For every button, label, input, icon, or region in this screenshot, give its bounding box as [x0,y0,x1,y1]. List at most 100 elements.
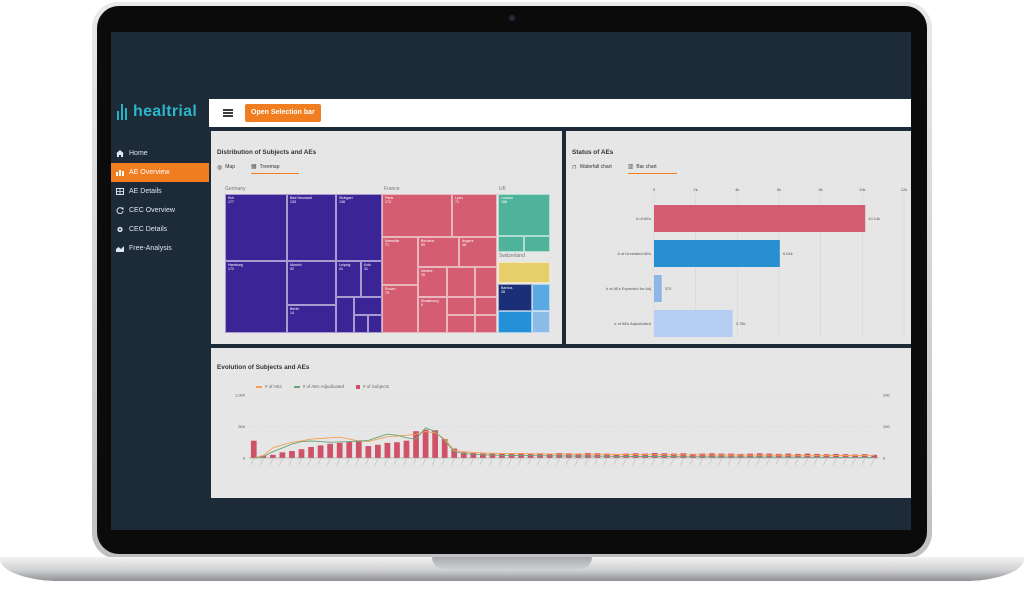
x-tick-label: 12k [901,187,907,192]
treemap-cell[interactable]: Bad Neustadt 133 [287,194,336,261]
treemap-cell[interactable]: Strasbourg 6 [418,297,447,333]
x-tick-mark [842,458,846,466]
treemap-cell[interactable] [447,315,475,333]
x-tick-label: 4k [735,187,739,192]
treemap-cell[interactable] [354,297,382,315]
legend-item[interactable]: # of AEs Adjudicated [293,384,344,389]
subjects-bar [270,454,276,458]
x-tick-mark [699,458,703,466]
x-tick-mark [670,458,674,466]
y-left-tick-label: 0 [243,456,246,461]
subjects-bar [670,453,677,458]
sidebar-item-home[interactable]: Home [111,144,209,163]
treemap-cell[interactable] [498,311,532,333]
sidebar-item-ae-overview[interactable]: AE Overview [111,163,209,182]
treemap-cell[interactable] [498,236,524,252]
x-tick-mark [575,458,579,466]
treemap-cell[interactable]: Barbus 35 [498,284,532,311]
x-tick-mark [756,458,760,466]
treemap-cell[interactable] [475,315,497,333]
top-bar: Open Selection bar [209,99,911,127]
status-bar [654,275,662,302]
x-tick-mark [250,458,254,466]
treemap-cell[interactable]: London 188 [498,194,550,236]
logo-icon [117,104,129,120]
x-tick-mark [260,458,264,466]
x-tick-mark [460,458,464,466]
sidebar-item-label: AE Details [129,188,162,195]
logo[interactable]: healtrial [117,102,197,122]
treemap-cell[interactable]: Lyon 71 [452,194,497,237]
open-selection-bar-button[interactable]: Open Selection bar [245,104,321,122]
sidebar-item-cec-details[interactable]: CEC Details [111,220,209,239]
x-tick-label: 2k [694,187,698,192]
x-tick-label: 10k [859,187,865,192]
treemap-cell[interactable] [447,267,475,297]
treemap-cell[interactable] [498,262,550,283]
tab-bar-chart[interactable]: ▥ Bar chart [627,163,677,174]
subjects-bar [365,446,372,458]
category-label: # of AEs Adjudicated [614,321,651,326]
legend-item[interactable]: # of AEs [256,384,282,389]
home-icon [116,150,124,157]
treemap-cell[interactable]: Leipzig 41 [336,261,361,297]
subjects-bar [346,441,353,458]
menu-icon[interactable] [223,109,233,117]
y-right-tick-label: 200 [883,393,890,398]
subjects-bar [451,448,458,458]
treemap-cell[interactable] [475,267,497,297]
treemap-cell[interactable] [532,284,550,311]
treemap-cell[interactable]: Munich 92 [287,261,336,305]
treemap-cell[interactable]: Hamburg 172 [225,261,287,333]
subjects-bar [795,453,801,458]
x-tick-mark [871,458,875,466]
treemap-cell[interactable] [532,311,550,333]
treemap-cell[interactable] [354,315,368,333]
sidebar-item-ae-details[interactable]: AE Details [111,182,209,201]
subjects-bar [375,444,381,458]
treemap-cell[interactable]: Rouen 79 [382,285,418,333]
x-tick-label: 8k [819,187,823,192]
subjects-bar [871,454,878,458]
tab-waterfall-chart[interactable]: ⊓ Waterfall chart [572,163,612,174]
treemap-cell[interactable] [524,236,550,252]
subjects-bar [833,453,839,458]
x-tick-mark [536,458,541,466]
tab-map[interactable]: ◍ Map [217,163,235,174]
x-tick-mark [546,458,550,466]
treemap-cell[interactable]: Kiel 177 [225,194,287,261]
x-tick-mark [689,458,694,466]
treemap-other: Barbus 35 [498,284,550,333]
subjects-bar [394,442,400,458]
subjects-bar [842,454,849,458]
treemap-cell[interactable]: Angers 46 [459,237,497,267]
sidebar-item-label: CEC Overview [129,207,175,214]
x-tick-mark [718,458,722,466]
sidebar-nav: Home AE Overview AE Details CEC Overview… [111,144,209,258]
x-tick-mark [746,458,751,466]
subjects-bar [489,453,496,458]
treemap-cell[interactable]: Paris 173 [382,194,452,237]
sidebar-item-free-analysis[interactable]: Free-Analysis [111,239,209,258]
treemap-cell[interactable]: Stuttgart 138 [336,194,382,261]
treemap-cell[interactable]: Bordeux 59 [418,237,459,267]
legend-item[interactable]: # of Subjects [356,384,389,389]
treemap-cell[interactable] [475,297,497,315]
camera-icon [509,15,515,21]
subjects-bar [718,453,725,458]
x-tick-mark [422,458,426,466]
treemap-cell[interactable] [447,297,475,315]
treemap-cell[interactable]: Koln 31 [361,261,382,297]
tab-treemap[interactable]: ▦ Treemap [250,163,300,174]
x-tick-mark [775,458,779,466]
subjects-bar [709,453,715,458]
treemap-cell[interactable]: Marseille 71 [382,237,418,285]
x-tick-mark [680,458,684,466]
treemap-cell[interactable]: Berlin 14 [287,305,336,333]
sidebar-item-cec-overview[interactable]: CEC Overview [111,201,209,220]
treemap-cell[interactable] [368,315,382,333]
treemap-cell[interactable] [336,297,354,333]
treemap-cell[interactable]: Nantes 35 [418,267,447,297]
category-label: # of Unrelated AEs [618,251,651,256]
subjects-bar [317,445,324,458]
